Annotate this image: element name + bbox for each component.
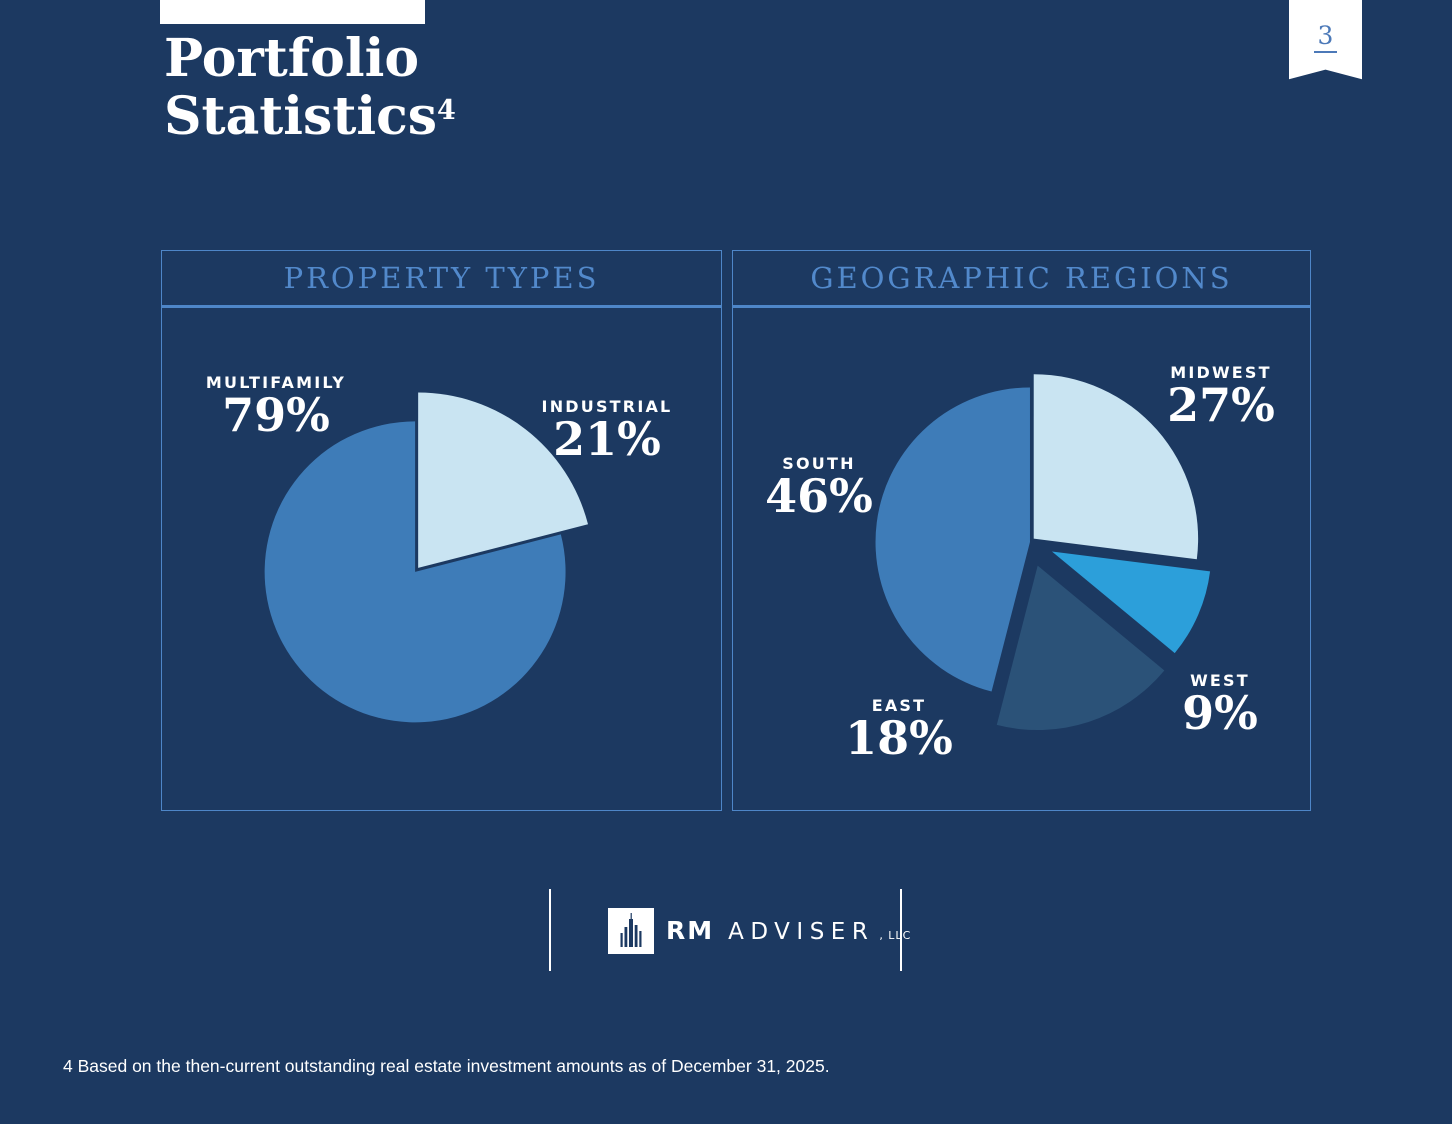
logo-name-light: ADVISER	[728, 919, 875, 945]
slice-label-midwest: MIDWEST 27%	[1141, 363, 1301, 432]
page-number: 3	[1313, 22, 1338, 53]
slice-name-south: SOUTH	[782, 454, 856, 473]
slice-label-west: WEST 9%	[1140, 671, 1300, 740]
slice-pct-west: 9%	[1182, 686, 1258, 740]
logo-divider-left	[549, 889, 551, 971]
slice-label-industrial: INDUSTRIAL 21%	[527, 397, 687, 466]
pie-slice-midwest	[1033, 374, 1199, 560]
page-title-line-2: Statistics	[164, 86, 438, 147]
pie-slice-industrial	[418, 392, 589, 568]
slice-pct-midwest: 27%	[1167, 378, 1275, 432]
logo-name-bold: RM	[666, 916, 715, 945]
pie-slice-west	[1051, 551, 1211, 654]
slice-label-multifamily: MULTIFAMILY 79%	[196, 373, 356, 442]
logo-suffix: , LLC	[879, 929, 912, 942]
panel-property-types-header: PROPERTY TYPES	[162, 251, 721, 308]
slice-pct-multifamily: 79%	[222, 388, 330, 442]
page-title-line-1: Portfolio	[164, 28, 420, 89]
slice-pct-industrial: 21%	[553, 412, 661, 466]
property-types-pie-chart	[264, 392, 589, 723]
pie-slice-south	[875, 387, 1030, 692]
title-footnote-marker: 4	[437, 95, 456, 127]
slice-pct-south: 46%	[765, 469, 873, 523]
slice-name-multifamily: MULTIFAMILY	[205, 373, 347, 392]
building-icon	[620, 913, 642, 947]
slice-name-east: EAST	[871, 696, 927, 715]
panel-geographic-regions: GEOGRAPHIC REGIONS MIDWEST 27% SOUTH 46%…	[732, 250, 1311, 811]
slice-name-west: WEST	[1190, 671, 1250, 690]
slice-label-south: SOUTH 46%	[739, 454, 899, 523]
slice-name-industrial: INDUSTRIAL	[541, 397, 673, 416]
footnote: 4 Based on the then-current outstanding …	[63, 1056, 830, 1076]
geographic-regions-pie-chart	[875, 374, 1211, 731]
page-title: Portfolio Statistics4	[164, 30, 456, 155]
slice-name-midwest: MIDWEST	[1170, 363, 1272, 382]
page-number-ribbon: 3	[1289, 0, 1362, 80]
pie-slice-east	[996, 565, 1165, 731]
logo-divider-right	[900, 889, 902, 971]
logo-text: RM ADVISER , LLC	[666, 916, 911, 945]
panel-geographic-regions-header: GEOGRAPHIC REGIONS	[733, 251, 1310, 308]
top-accent-bar	[160, 0, 425, 24]
panel-property-types: PROPERTY TYPES MULTIFAMILY 79% INDUSTRIA…	[161, 250, 722, 811]
slice-pct-east: 18%	[845, 711, 953, 765]
logo-mark	[608, 908, 654, 954]
slice-label-east: EAST 18%	[819, 696, 979, 765]
pie-slice-multifamily	[264, 421, 566, 723]
